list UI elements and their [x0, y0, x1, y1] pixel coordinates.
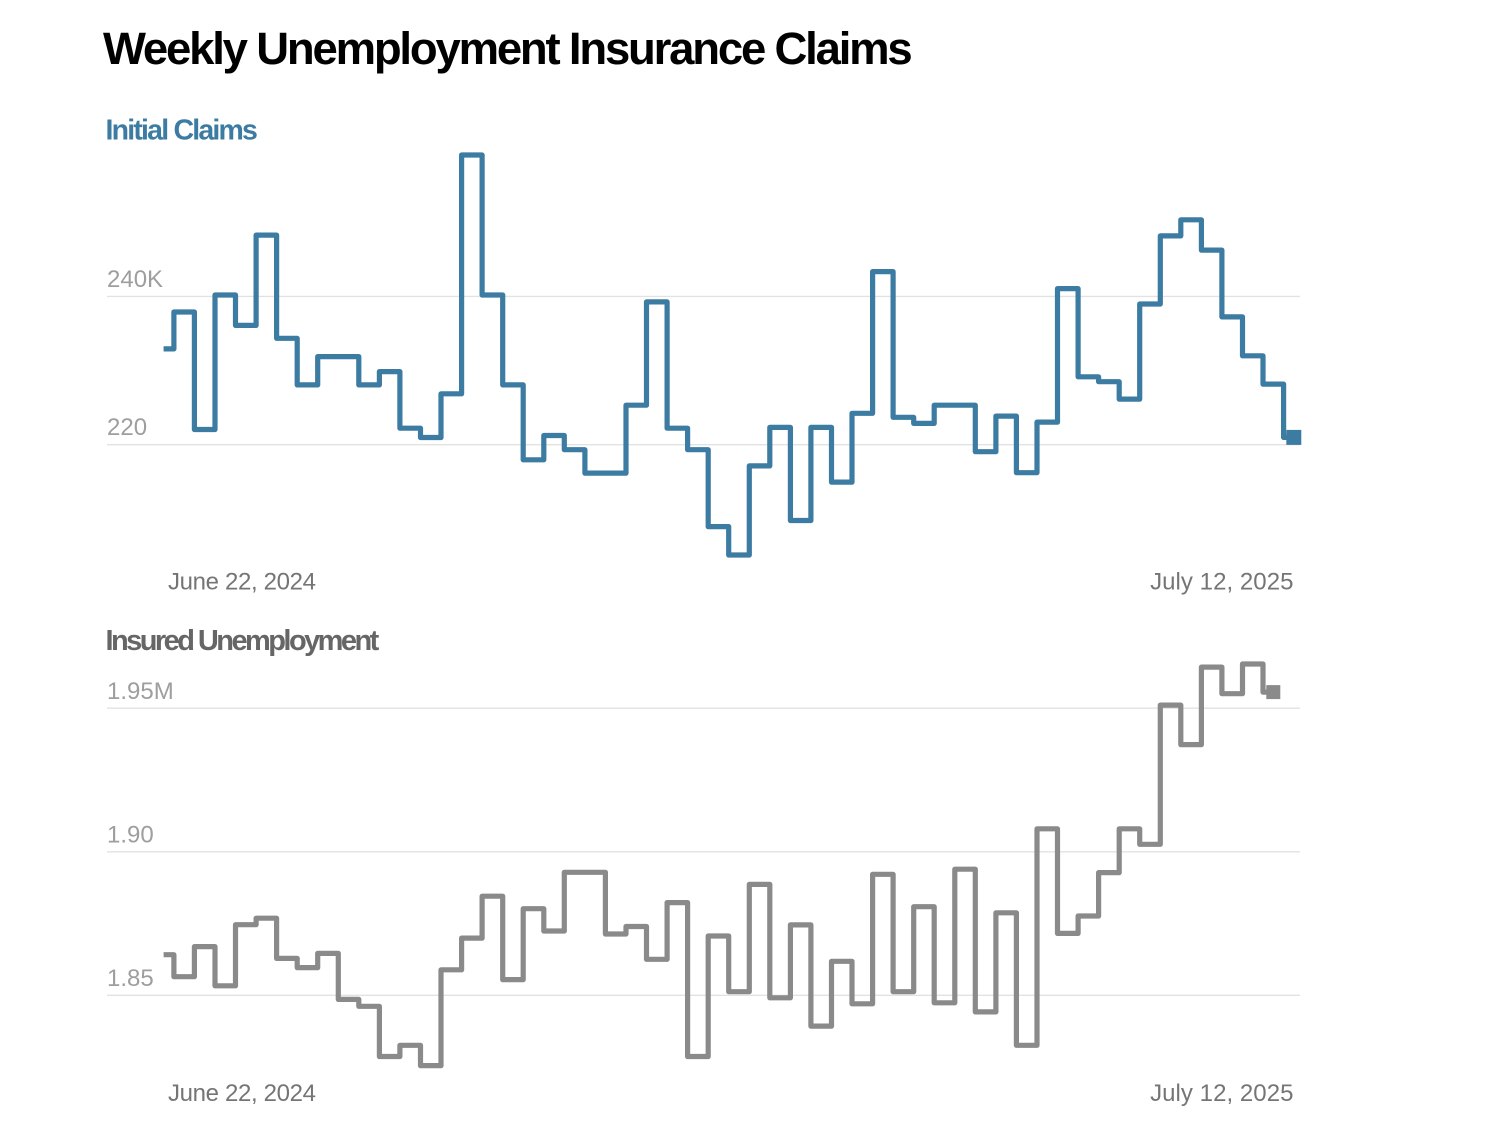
svg-text:1.85: 1.85	[107, 965, 154, 992]
svg-text:Insured Unemployment: Insured Unemployment	[106, 625, 380, 657]
svg-text:1.90: 1.90	[107, 822, 154, 849]
svg-text:June 22, 2024: June 22, 2024	[168, 1080, 316, 1107]
svg-text:Initial Claims: Initial Claims	[106, 115, 258, 147]
svg-text:July 12, 2025: July 12, 2025	[1150, 569, 1293, 596]
svg-text:June 22, 2024: June 22, 2024	[168, 569, 316, 596]
svg-text:1.95M: 1.95M	[107, 678, 174, 705]
svg-text:220: 220	[107, 414, 147, 441]
svg-text:Weekly Unemployment Insurance: Weekly Unemployment Insurance Claims	[103, 23, 911, 74]
svg-text:240K: 240K	[107, 266, 163, 293]
svg-text:July 12, 2025: July 12, 2025	[1150, 1080, 1293, 1107]
